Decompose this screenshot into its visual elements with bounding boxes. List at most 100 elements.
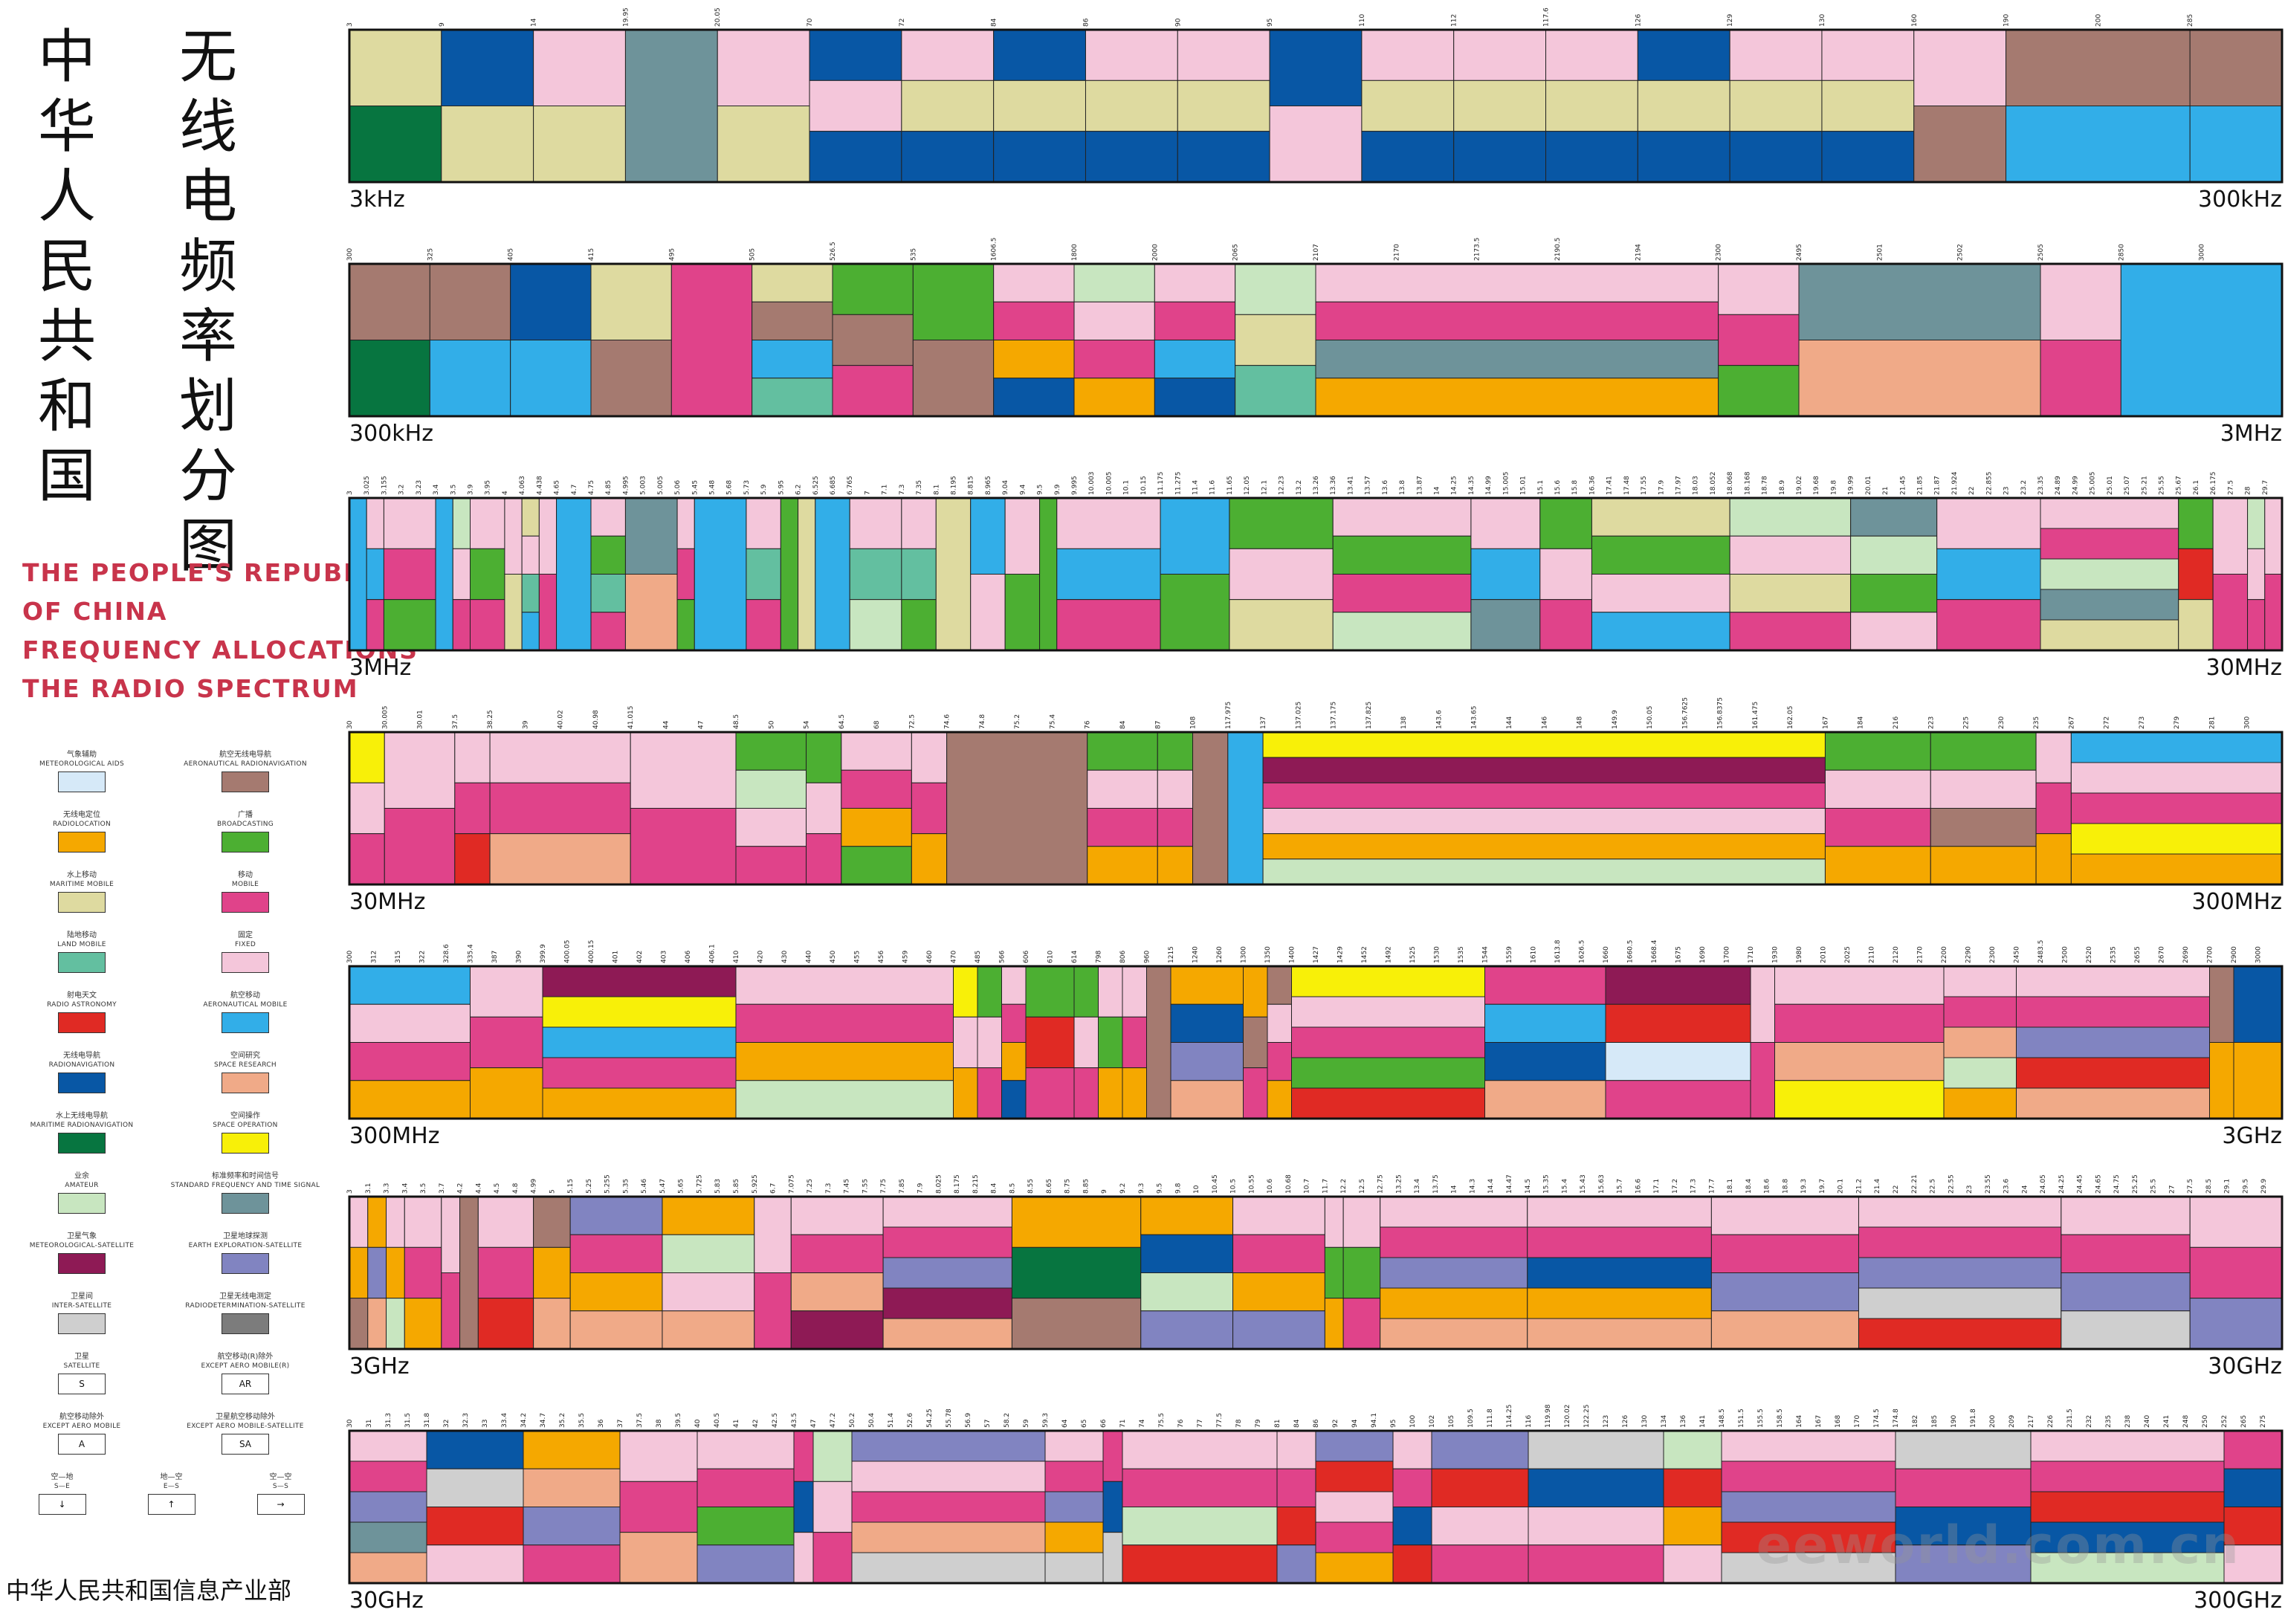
tick-label: 20.1: [1838, 1179, 1845, 1194]
tick-label: 143.65: [1471, 706, 1478, 730]
legend-swatch: [222, 1253, 269, 1274]
allocation-block: [1539, 599, 1592, 651]
tick-label: 9: [1101, 1189, 1108, 1194]
allocation-block: [1073, 1016, 1099, 1069]
allocation-block: [2212, 574, 2249, 651]
tick-label: 95: [1390, 1420, 1397, 1428]
allocation-block: [441, 1272, 461, 1350]
tick-label: 31: [366, 1420, 373, 1428]
tick-label: 30.005: [381, 706, 389, 730]
tick-label: 18.6: [1764, 1179, 1771, 1194]
tick-label: 3.95: [485, 480, 492, 495]
tick-label: 126: [1635, 14, 1642, 27]
allocation-block: [1073, 1067, 1099, 1119]
tick-label: 75.2: [1014, 714, 1021, 729]
legend-label-cn: 航空无线电导航: [219, 751, 271, 759]
allocation-block: [523, 1544, 621, 1584]
allocation-block: [752, 340, 833, 379]
allocation-block: [1044, 1460, 1104, 1492]
tick-label: 7.45: [844, 1179, 851, 1194]
tick-label: 13.8: [1399, 480, 1406, 495]
tick-label: 1240: [1192, 946, 1200, 963]
allocation-block: [1605, 965, 1751, 1005]
tick-label: 232: [2086, 1415, 2093, 1428]
tick-label: 4: [502, 491, 509, 495]
tick-label: 137.025: [1295, 702, 1302, 729]
tick-label: 8.75: [1064, 1179, 1072, 1194]
allocation-block: [1315, 1552, 1394, 1584]
tick-label: 75.4: [1049, 714, 1056, 729]
tick-label: 9.5: [1037, 485, 1044, 495]
tick-label: 10.5: [1230, 1179, 1238, 1194]
tick-label: 248: [2182, 1415, 2190, 1428]
legend-item: 空间研究 SPACE RESEARCH: [164, 1052, 327, 1093]
allocation-block: [901, 599, 937, 651]
tick-label: 130: [1819, 14, 1826, 27]
tick-label: 4.995: [622, 476, 630, 495]
allocation-block: [383, 497, 436, 549]
tick-label: 217: [2028, 1415, 2035, 1428]
tick-label: 24.75: [2113, 1174, 2121, 1194]
tick-label: 231.5: [2066, 1408, 2074, 1428]
tick-label: 5.005: [657, 476, 665, 495]
allocation-block: [1342, 1298, 1381, 1350]
title-cn-char: 无: [178, 24, 237, 91]
allocation-block: [1591, 497, 1730, 537]
title-cn-char: 中: [37, 24, 96, 91]
tick-label: 114.25: [1506, 1405, 1513, 1429]
tick-label: 77: [1197, 1420, 1204, 1428]
band-end-label: 3MHz: [2220, 421, 2282, 447]
tick-label: 130: [1641, 1415, 1649, 1428]
tick-label: 84: [1119, 720, 1127, 729]
allocation-block: [851, 1521, 1046, 1553]
tick-label: 72.5: [908, 714, 916, 729]
tick-label: 84: [1293, 1419, 1301, 1428]
tick-label: 148: [1577, 716, 1584, 729]
tick-label: 18.1: [1727, 1179, 1734, 1194]
tick-label: 86: [1313, 1419, 1320, 1428]
title-cn-char: 共: [37, 303, 96, 370]
allocation-block: [798, 497, 816, 651]
allocation-block: [470, 965, 543, 1018]
allocation-block: [489, 782, 631, 835]
band-end-label: 300MHz: [2191, 889, 2282, 915]
tick-label: 2670: [2159, 946, 2166, 963]
tick-label: 94.1: [1371, 1413, 1378, 1428]
allocation-block: [977, 1067, 1002, 1119]
allocation-block: [1824, 731, 1931, 771]
allocation-block: [1229, 497, 1334, 549]
allocation-block: [1380, 1226, 1528, 1258]
allocation-block: [1392, 1507, 1432, 1546]
legend-label-en: RADIONAVIGATION: [48, 1061, 115, 1069]
allocation-block: [1774, 1003, 1945, 1043]
tick-label: 13.26: [1313, 476, 1320, 495]
allocation-block: [1605, 1003, 1751, 1043]
spectrum-band: 30 31 31.3 31.5 31.8 32 32.3 33 33.4 34.2 34.7 35.2…: [346, 1401, 2284, 1624]
tick-label: 18.03: [1693, 476, 1700, 495]
footer-ministry: 中华人民共和国信息产业部: [6, 1576, 292, 1605]
tick-label: 92: [1332, 1420, 1339, 1428]
tick-label: 27.5: [2187, 1179, 2194, 1194]
legend-item: 水上移动 MARITIME MOBILE: [0, 871, 164, 913]
allocation-block: [780, 497, 799, 651]
tick-label: 10.7: [1304, 1179, 1311, 1194]
allocation-block: [1140, 1196, 1234, 1235]
allocation-block: [1605, 1080, 1751, 1119]
tick-label: 32.3: [462, 1413, 470, 1428]
legend-item: 航空移动除外 EXCEPT AERO MOBILE A: [0, 1413, 164, 1455]
legend-label-cn: 水上无线电导航: [56, 1112, 108, 1120]
allocation-block: [746, 497, 781, 549]
allocation-block: [752, 378, 833, 417]
tick-label: 191.8: [1970, 1408, 1977, 1428]
allocation-block: [670, 263, 753, 417]
allocation-block: [2247, 497, 2266, 549]
tick-label: 112: [1451, 14, 1458, 27]
allocation-block: [993, 378, 1075, 417]
allocation-block: [1527, 1257, 1712, 1289]
tick-label: 15.35: [1543, 1174, 1551, 1194]
allocation-block: [851, 1430, 1046, 1462]
allocation-block: [2006, 106, 2191, 183]
allocation-block: [1936, 497, 2041, 549]
legend-label-en: STANDARD FREQUENCY AND TIME SIGNAL: [170, 1182, 320, 1189]
band-svg: 300 312 315 322 328.6 335.4 387 390 399.9 400.05 4…: [346, 939, 2284, 1120]
